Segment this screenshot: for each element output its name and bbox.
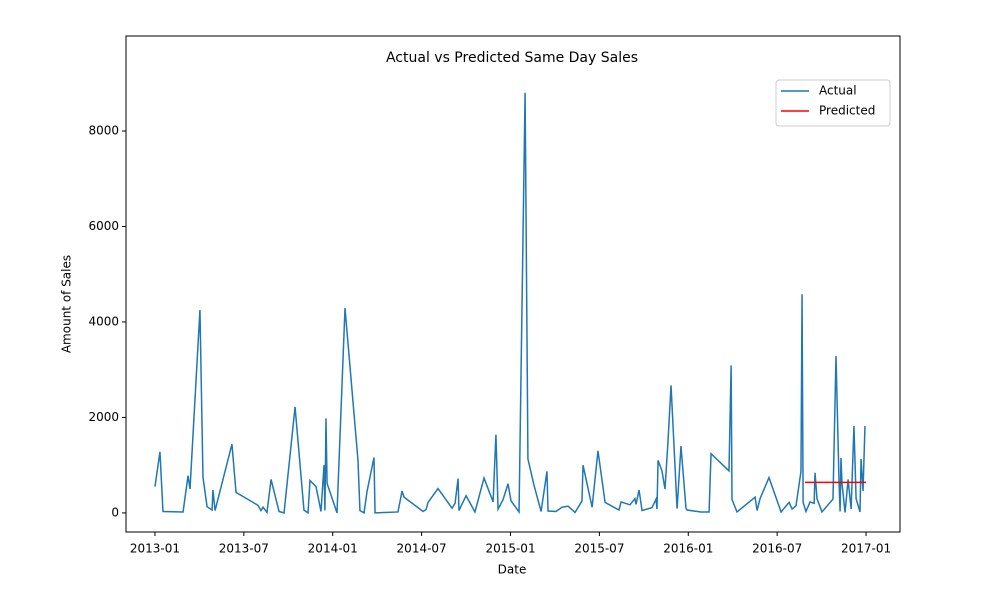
chart-title: Actual vs Predicted Same Day Sales [386, 50, 638, 66]
x-tick-label: 2017-01 [841, 542, 891, 556]
x-tick-label: 2016-01 [663, 542, 713, 556]
x-tick-label: 2015-07 [574, 542, 624, 556]
x-tick-label: 2013-07 [219, 542, 269, 556]
x-tick-label: 2014-01 [308, 542, 358, 556]
x-tick-label: 2014-07 [397, 542, 447, 556]
legend-label: Actual [819, 84, 857, 98]
y-tick-label: 8000 [88, 123, 119, 137]
y-tick-label: 4000 [88, 314, 119, 328]
y-tick-label: 2000 [88, 410, 119, 424]
series-line [154, 92, 866, 515]
x-axis-label: Date [498, 563, 527, 577]
y-tick-label: 0 [111, 505, 119, 519]
y-axis-label: Amount of Sales [60, 255, 74, 353]
legend-label: Predicted [819, 104, 875, 118]
x-tick-label: 2016-07 [752, 542, 802, 556]
plot-frame [125, 35, 901, 533]
x-tick-label: 2013-01 [130, 542, 180, 556]
x-tick-label: 2015-01 [485, 542, 535, 556]
y-tick-label: 6000 [88, 219, 119, 233]
